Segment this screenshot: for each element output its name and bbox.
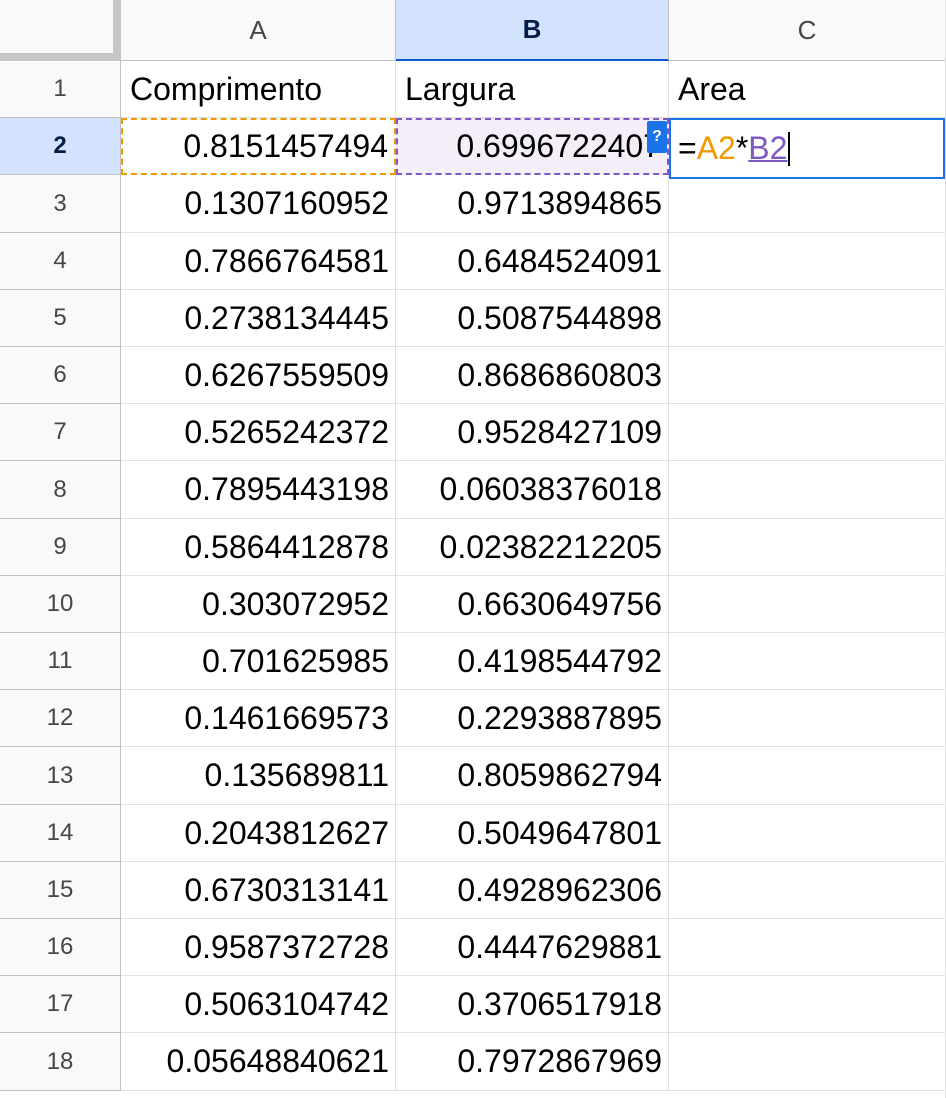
- cell-b12[interactable]: 0.2293887895: [396, 690, 669, 747]
- cell-b4[interactable]: 0.6484524091: [396, 233, 669, 290]
- row-header-2[interactable]: 2: [0, 118, 121, 175]
- cell-c5[interactable]: [669, 290, 946, 347]
- cell-a4[interactable]: 0.7866764581: [121, 233, 396, 290]
- column-header-b[interactable]: B: [396, 0, 669, 61]
- formula-cell-editor[interactable]: = A2 * B2: [669, 118, 945, 179]
- cell-b6[interactable]: 0.8686860803: [396, 347, 669, 404]
- cell-b10[interactable]: 0.6630649756: [396, 576, 669, 633]
- row-header-7[interactable]: 7: [0, 404, 121, 461]
- cell-c3[interactable]: [669, 175, 946, 233]
- formula-ref-a2: A2: [696, 130, 736, 166]
- cell-c17[interactable]: [669, 976, 946, 1033]
- cell-b14[interactable]: 0.5049647801: [396, 805, 669, 862]
- cell-a12[interactable]: 0.1461669573: [121, 690, 396, 747]
- header-cell-b[interactable]: Largura: [396, 61, 669, 118]
- cell-b8[interactable]: 0.06038376018: [396, 461, 669, 519]
- cell-a2[interactable]: 0.8151457494: [121, 118, 396, 175]
- row-header-1[interactable]: 1: [0, 61, 121, 118]
- cell-b13[interactable]: 0.8059862794: [396, 747, 669, 805]
- select-all-corner[interactable]: [0, 0, 121, 61]
- freeze-handle-horizontal[interactable]: [0, 53, 121, 61]
- cell-b9[interactable]: 0.02382212205: [396, 519, 669, 576]
- cell-c12[interactable]: [669, 690, 946, 747]
- cell-a18[interactable]: 0.05648840621: [121, 1033, 396, 1091]
- freeze-handle-vertical[interactable]: [113, 0, 121, 61]
- cell-c11[interactable]: [669, 633, 946, 690]
- cell-a10[interactable]: 0.303072952: [121, 576, 396, 633]
- cell-c18[interactable]: [669, 1033, 946, 1091]
- formula-help-icon[interactable]: ?: [647, 121, 667, 153]
- cell-b15[interactable]: 0.4928962306: [396, 862, 669, 919]
- row-header-16[interactable]: 16: [0, 919, 121, 976]
- cell-b16[interactable]: 0.4447629881: [396, 919, 669, 976]
- cell-b18[interactable]: 0.7972867969: [396, 1033, 669, 1091]
- cell-c14[interactable]: [669, 805, 946, 862]
- cell-c10[interactable]: [669, 576, 946, 633]
- cell-b5[interactable]: 0.5087544898: [396, 290, 669, 347]
- row-header-14[interactable]: 14: [0, 805, 121, 862]
- cell-c9[interactable]: [669, 519, 946, 576]
- formula-operator: *: [735, 130, 749, 166]
- row-header-6[interactable]: 6: [0, 347, 121, 404]
- row-header-9[interactable]: 9: [0, 519, 121, 576]
- text-caret: [788, 131, 791, 166]
- row-header-13[interactable]: 13: [0, 747, 121, 805]
- cell-c7[interactable]: [669, 404, 946, 461]
- cell-a3[interactable]: 0.1307160952: [121, 175, 396, 233]
- cell-a5[interactable]: 0.2738134445: [121, 290, 396, 347]
- row-header-3[interactable]: 3: [0, 175, 121, 233]
- column-header-c[interactable]: C: [669, 0, 946, 61]
- row-header-11[interactable]: 11: [0, 633, 121, 690]
- cell-a6[interactable]: 0.6267559509: [121, 347, 396, 404]
- cell-a8[interactable]: 0.7895443198: [121, 461, 396, 519]
- cell-a7[interactable]: 0.5265242372: [121, 404, 396, 461]
- formula-ref-b2: B2: [748, 130, 788, 166]
- cell-c13[interactable]: [669, 747, 946, 805]
- cell-a16[interactable]: 0.9587372728: [121, 919, 396, 976]
- header-cell-c[interactable]: Area: [669, 61, 946, 118]
- cell-c16[interactable]: [669, 919, 946, 976]
- cell-a14[interactable]: 0.2043812627: [121, 805, 396, 862]
- cell-b17[interactable]: 0.3706517918: [396, 976, 669, 1033]
- row-header-18[interactable]: 18: [0, 1033, 121, 1091]
- cell-c6[interactable]: [669, 347, 946, 404]
- row-header-10[interactable]: 10: [0, 576, 121, 633]
- cell-c4[interactable]: [669, 233, 946, 290]
- row-header-8[interactable]: 8: [0, 461, 121, 519]
- cell-b3[interactable]: 0.9713894865: [396, 175, 669, 233]
- row-header-12[interactable]: 12: [0, 690, 121, 747]
- cell-a15[interactable]: 0.6730313141: [121, 862, 396, 919]
- formula-equals: =: [678, 130, 697, 166]
- cell-a9[interactable]: 0.5864412878: [121, 519, 396, 576]
- cell-b11[interactable]: 0.4198544792: [396, 633, 669, 690]
- header-cell-a[interactable]: Comprimento: [121, 61, 396, 118]
- row-header-17[interactable]: 17: [0, 976, 121, 1033]
- row-header-4[interactable]: 4: [0, 233, 121, 290]
- column-header-a[interactable]: A: [121, 0, 396, 61]
- cell-a17[interactable]: 0.5063104742: [121, 976, 396, 1033]
- cell-a13[interactable]: 0.135689811: [121, 747, 396, 805]
- cell-c8[interactable]: [669, 461, 946, 519]
- cell-c15[interactable]: [669, 862, 946, 919]
- cell-b7[interactable]: 0.9528427109: [396, 404, 669, 461]
- cell-a11[interactable]: 0.701625985: [121, 633, 396, 690]
- row-header-15[interactable]: 15: [0, 862, 121, 919]
- cell-b2[interactable]: 0.6996722407: [396, 118, 669, 175]
- row-header-5[interactable]: 5: [0, 290, 121, 347]
